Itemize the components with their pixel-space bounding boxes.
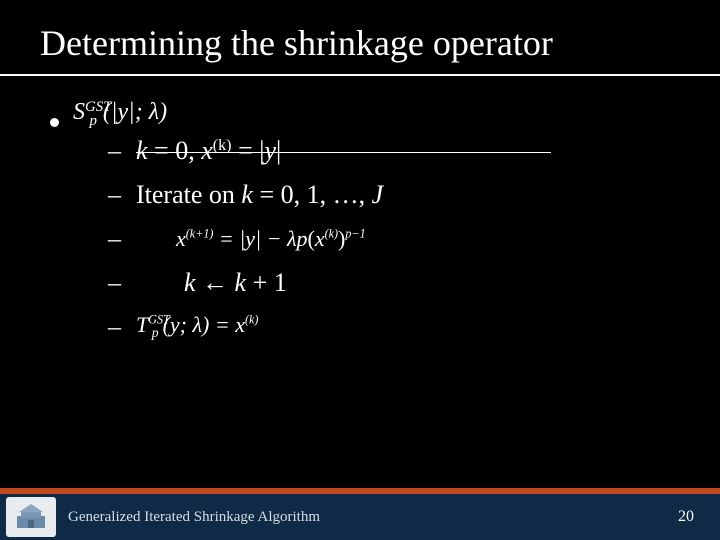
sub-item-iterate: – Iterate on k = 0, 1, …, J (108, 178, 670, 212)
update-eq: x(k+1) = |y| − λp(x(k))p−1 (136, 226, 366, 252)
inc-k1: k (184, 268, 196, 297)
formula-args: (|y|; λ) (103, 99, 167, 125)
sub-item-result: – TGSTp(y; λ) = x(k) (108, 310, 670, 344)
slide-title: Determining the shrinkage operator (0, 0, 720, 74)
init-text: k = 0, x(k) = |y| (136, 136, 281, 166)
page-number: 20 (678, 508, 694, 526)
dash-icon: – (108, 312, 122, 342)
main-formula: SGSTp (|y|; λ) (73, 98, 167, 130)
formula-sub: p (89, 113, 96, 129)
iterate-k: k (241, 180, 253, 209)
eq-mid: = |y| − λp (213, 226, 307, 251)
footer-text: Generalized Iterated Shrinkage Algorithm (68, 509, 320, 526)
iterate-J: J (372, 180, 384, 209)
slide: Determining the shrinkage operator SGSTp… (0, 0, 720, 540)
sub-item-increment: – k ← k + 1 (108, 266, 670, 300)
eq-paren-a: ( (308, 226, 315, 251)
eq-bar1: = | (232, 136, 265, 165)
res-T-sub: p (152, 325, 159, 340)
eq-x2: x (315, 226, 325, 251)
y-var: y (264, 136, 276, 165)
res-x: x (235, 312, 245, 337)
increment-text: k ← k + 1 (136, 268, 287, 298)
footer-left: Generalized Iterated Shrinkage Algorithm (0, 494, 320, 540)
left-arrow-icon: ← (196, 268, 235, 297)
footer-main: Generalized Iterated Shrinkage Algorithm… (0, 494, 720, 540)
x-sup: (k) (213, 137, 232, 154)
inc-plus: + 1 (246, 268, 287, 297)
sub-list: – k = 0, x(k) = |y| – Iterate on k = 0, … (50, 134, 670, 344)
eq-zero: = 0, (148, 136, 202, 165)
res-args: (y; λ) = (163, 312, 236, 337)
sub-item-update: – x(k+1) = |y| − λp(x(k))p−1 (108, 222, 670, 256)
iterate-mid: = 0, 1, …, (253, 180, 372, 209)
eq-bar2: | (276, 136, 281, 165)
main-bullet-row: SGSTp (|y|; λ) (50, 96, 670, 128)
result-eq: TGSTp(y; λ) = x(k) (136, 312, 258, 341)
dash-icon: – (108, 136, 122, 166)
formula-sup: GST (85, 99, 111, 115)
eq-x1: x (176, 226, 186, 251)
dash-icon: – (108, 268, 122, 298)
eq-x1-sup: (k+1) (186, 226, 214, 240)
eq-x2-sup: (k) (325, 226, 338, 240)
dash-icon: – (108, 224, 122, 254)
res-x-sup: (k) (245, 313, 258, 327)
k-var: k (136, 136, 148, 165)
iterate-text: Iterate on k = 0, 1, …, J (136, 180, 383, 210)
institution-logo-icon (6, 497, 56, 537)
sub-item-init: – k = 0, x(k) = |y| (108, 134, 670, 168)
bullet-icon (50, 118, 59, 127)
dash-icon: – (108, 180, 122, 210)
formula-S: S (73, 99, 85, 125)
iterate-prefix: Iterate on (136, 180, 241, 209)
eq-pow: p−1 (345, 226, 365, 240)
x-var: x (201, 136, 213, 165)
footer: Generalized Iterated Shrinkage Algorithm… (0, 488, 720, 540)
content-area: SGSTp(|y|; λ) – k = 0, x(k) = |y| – Iter… (0, 76, 720, 344)
res-T: T (136, 312, 148, 337)
inc-k2: k (235, 268, 247, 297)
